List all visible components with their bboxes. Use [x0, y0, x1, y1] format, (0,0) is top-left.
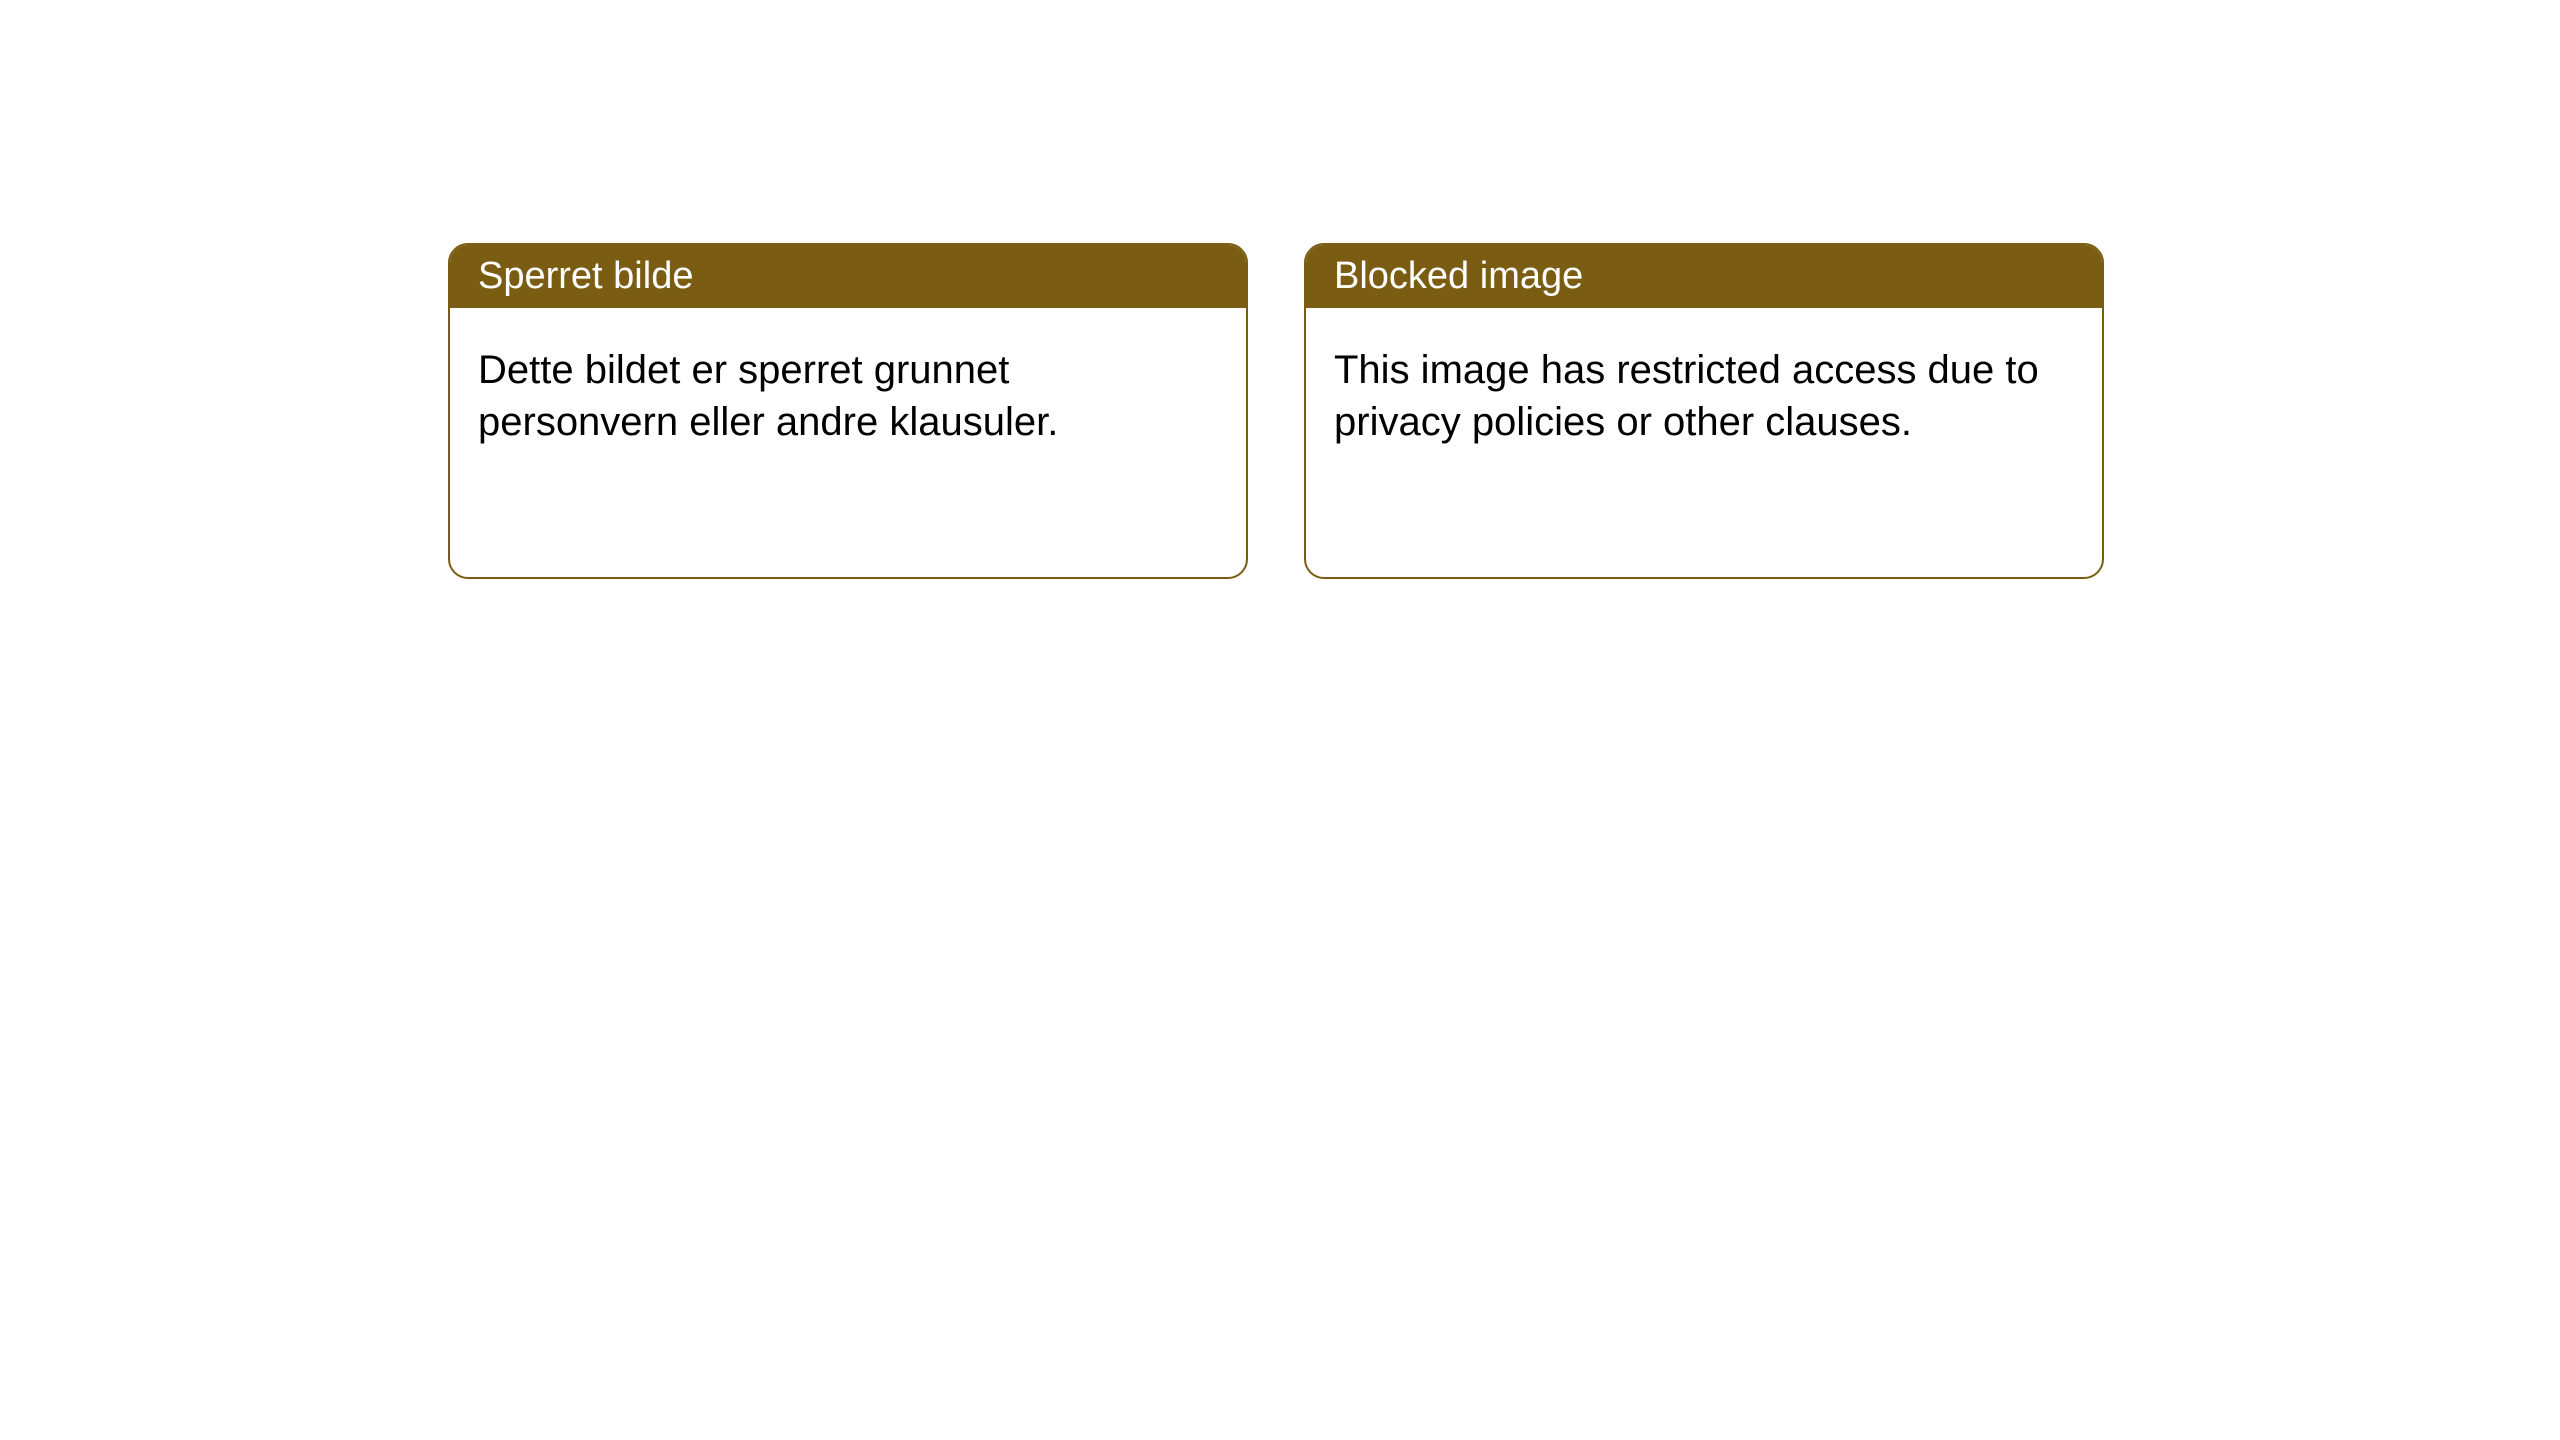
notice-body: This image has restricted access due to … — [1306, 308, 2102, 484]
notice-title: Sperret bilde — [478, 255, 693, 297]
notice-box-norwegian: Sperret bilde Dette bildet er sperret gr… — [448, 243, 1248, 579]
notice-box-english: Blocked image This image has restricted … — [1304, 243, 2104, 579]
notice-message: Dette bildet er sperret grunnet personve… — [478, 348, 1058, 444]
notice-body: Dette bildet er sperret grunnet personve… — [450, 308, 1246, 484]
notice-title: Blocked image — [1334, 255, 1583, 297]
notice-header: Sperret bilde — [450, 245, 1246, 308]
notices-container: Sperret bilde Dette bildet er sperret gr… — [0, 0, 2560, 579]
notice-header: Blocked image — [1306, 245, 2102, 308]
notice-message: This image has restricted access due to … — [1334, 348, 2039, 444]
